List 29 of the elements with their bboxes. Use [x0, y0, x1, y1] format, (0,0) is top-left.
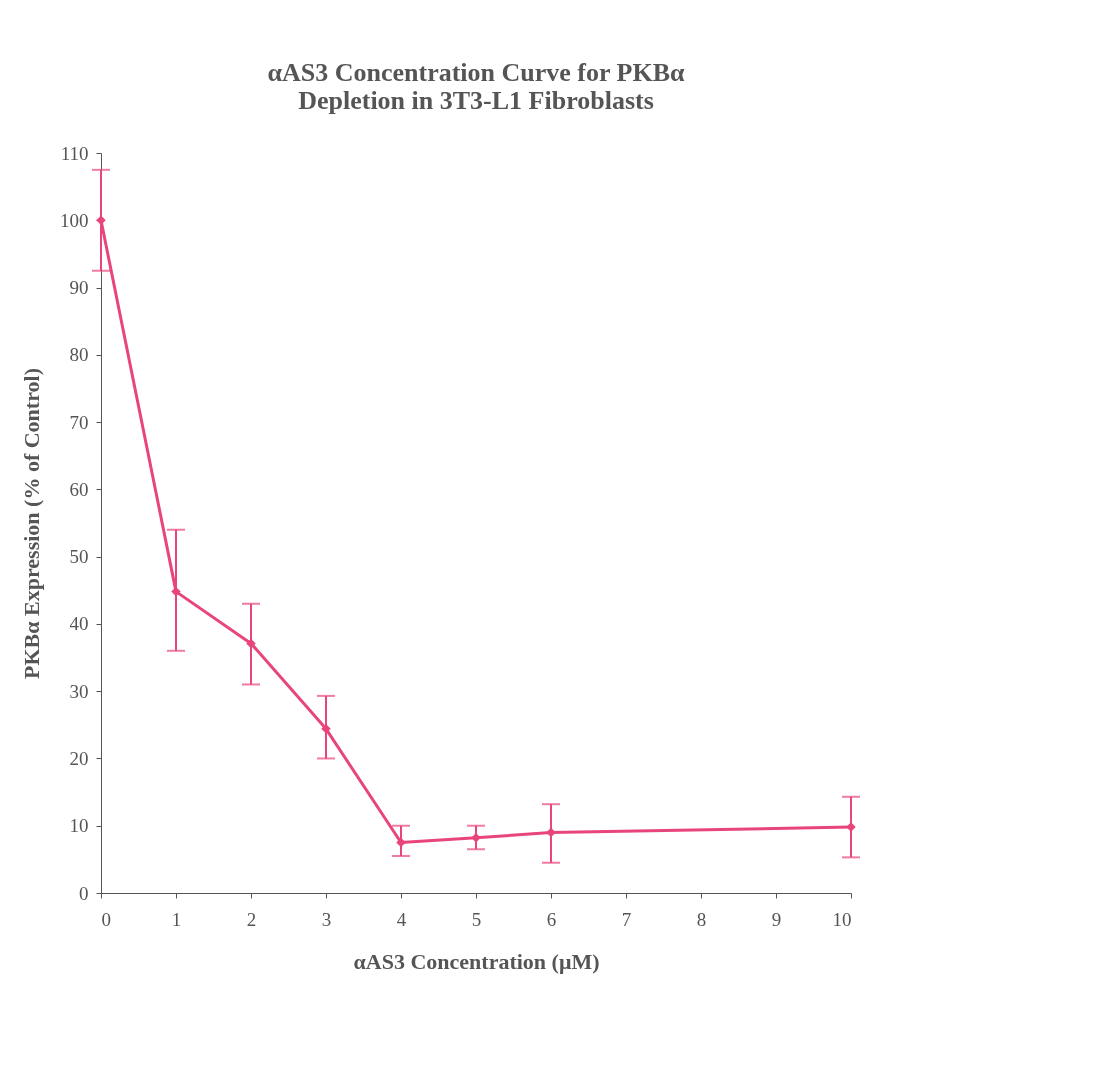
y-tick-label: 100 — [60, 209, 89, 231]
chart-title: αAS3 Concentration Curve for PKBα Depletion in 3T3-L1 Fibroblasts — [267, 58, 686, 115]
x-axis-title: αAS3 Concentration (μM) — [353, 948, 600, 974]
x-tick-label: 9 — [771, 908, 782, 930]
y-tick-label: 70 — [69, 411, 89, 433]
x-tick-label: 5 — [471, 908, 482, 930]
x-tick-label: 3 — [321, 908, 332, 930]
y-tick-label: 40 — [69, 613, 89, 635]
y-tick-label: 90 — [69, 277, 89, 299]
y-tick-label: 110 — [60, 142, 89, 164]
y-tick-label: 60 — [69, 478, 89, 500]
point — [546, 827, 556, 838]
y-tick-label: 80 — [69, 344, 89, 366]
y-tick-label: 20 — [69, 747, 89, 769]
x-tick-label: 6 — [546, 908, 557, 930]
y-tick-label: 30 — [69, 680, 89, 702]
x-tick-label: 2 — [246, 908, 257, 930]
y-axis-title: PKBα Expression (% of Control) — [19, 368, 44, 679]
x-tick-label: 1 — [171, 908, 182, 930]
point — [396, 837, 406, 848]
x-tick-label: 7 — [621, 908, 632, 930]
x-tick-label: 10 — [832, 908, 852, 930]
x-tick-label: 8 — [696, 908, 707, 930]
y-tick-label: 10 — [69, 815, 89, 837]
x-tick-label: 4 — [396, 908, 407, 930]
point — [246, 638, 256, 649]
y-tick-label: 50 — [69, 546, 89, 568]
x-tick-label: 0 — [101, 908, 111, 930]
y-tick-label: 0 — [79, 882, 89, 904]
